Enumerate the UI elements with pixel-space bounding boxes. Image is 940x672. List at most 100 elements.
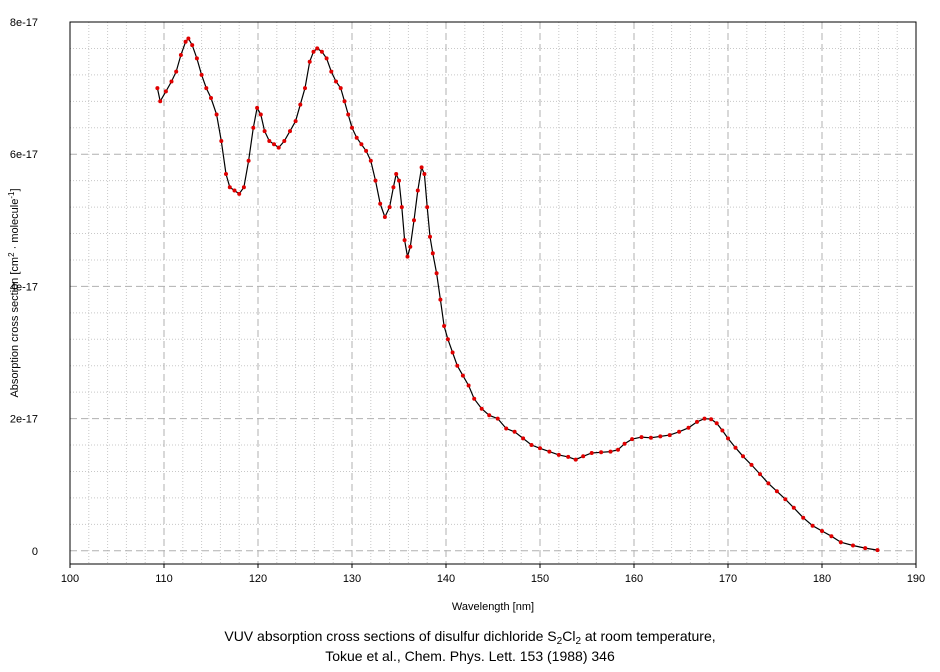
data-point	[307, 59, 312, 64]
data-point	[324, 56, 329, 61]
data-point	[364, 148, 369, 153]
x-tick-label: 160	[625, 573, 643, 585]
x-axis-label: Wavelength [nm]	[452, 601, 534, 613]
x-tick-label: 170	[719, 573, 737, 585]
data-point	[658, 434, 663, 439]
data-point	[158, 99, 163, 104]
data-point	[315, 46, 320, 51]
data-point	[766, 481, 771, 486]
data-point	[394, 172, 399, 176]
data-point	[204, 86, 209, 91]
data-point	[282, 139, 287, 143]
x-tick-label: 100	[61, 573, 79, 585]
data-point	[495, 416, 500, 421]
data-point	[608, 449, 613, 454]
data-point	[622, 441, 627, 446]
data-point	[190, 43, 195, 48]
data-point	[368, 158, 373, 163]
data-point	[262, 129, 267, 134]
data-point	[460, 373, 465, 378]
x-tick-label: 130	[343, 573, 361, 585]
data-point	[174, 69, 179, 74]
data-point	[438, 297, 443, 302]
data-point	[749, 462, 754, 467]
data-point	[415, 188, 420, 193]
data-point	[402, 238, 407, 243]
data-point	[639, 435, 644, 440]
y-tick-label: 4e-17	[10, 281, 38, 293]
data-point	[346, 112, 351, 117]
data-point	[255, 105, 260, 110]
data-point	[373, 178, 378, 183]
data-point	[387, 205, 392, 210]
plot-background	[70, 22, 916, 564]
data-point	[258, 112, 263, 117]
data-point	[232, 188, 237, 193]
data-point	[378, 201, 383, 206]
data-point	[430, 251, 435, 256]
data-point	[556, 452, 561, 457]
data-point	[529, 443, 534, 447]
data-point	[820, 529, 824, 533]
y-tick-label: 6e-17	[10, 149, 38, 161]
data-point	[288, 129, 292, 134]
data-point	[209, 96, 213, 100]
data-point	[801, 515, 806, 520]
data-point	[445, 337, 450, 342]
data-point	[397, 178, 401, 183]
data-point	[521, 436, 526, 441]
chart-container: 100 110 120 130 140 150 160 170 180 190 0 2e-17 4e-…	[7, 17, 926, 613]
data-point	[733, 445, 738, 450]
y-tick-label: 2e-17	[10, 414, 38, 426]
data-point	[425, 205, 430, 210]
data-point	[648, 435, 653, 440]
data-point	[810, 523, 815, 528]
data-point	[667, 433, 672, 438]
data-point	[863, 546, 868, 551]
data-point	[267, 139, 272, 143]
data-point	[169, 79, 174, 84]
data-point	[442, 324, 447, 328]
data-point	[227, 185, 232, 190]
data-point	[472, 396, 477, 401]
data-point	[630, 437, 635, 442]
data-point	[219, 139, 224, 143]
data-point	[616, 447, 620, 452]
data-point	[774, 489, 779, 494]
data-point	[391, 185, 396, 190]
data-point	[450, 350, 455, 355]
y-tick-label: 0	[32, 546, 38, 558]
data-point	[504, 426, 509, 431]
data-point	[199, 72, 204, 77]
data-point	[405, 254, 410, 259]
data-point	[408, 244, 413, 249]
data-point	[412, 218, 416, 223]
data-point	[829, 534, 834, 539]
data-point	[311, 49, 316, 54]
data-point	[695, 419, 699, 424]
data-point	[224, 172, 228, 176]
data-point	[720, 428, 725, 433]
data-point	[246, 158, 251, 163]
data-point	[178, 53, 183, 57]
data-point	[851, 543, 855, 548]
data-point	[791, 505, 796, 510]
data-point	[183, 39, 188, 44]
data-point	[319, 49, 324, 54]
y-axis-ticks: 0 2e-17 4e-17 6e-17 8e-17	[10, 17, 38, 558]
y-axis-label: Absorption cross section [cm2 · molecule…	[7, 188, 22, 397]
data-point	[599, 450, 604, 455]
data-point	[758, 472, 762, 477]
data-point	[702, 416, 707, 421]
data-point	[419, 165, 424, 170]
data-point	[214, 112, 219, 117]
data-point	[875, 548, 880, 553]
data-point	[354, 135, 359, 140]
data-point	[538, 446, 542, 451]
data-point	[342, 99, 347, 104]
data-point	[303, 86, 307, 91]
data-point	[783, 497, 788, 502]
caption-line-2: Tokue et al., Chem. Phys. Lett. 153 (198…	[325, 648, 615, 664]
data-point	[581, 454, 586, 459]
data-point	[276, 145, 281, 150]
